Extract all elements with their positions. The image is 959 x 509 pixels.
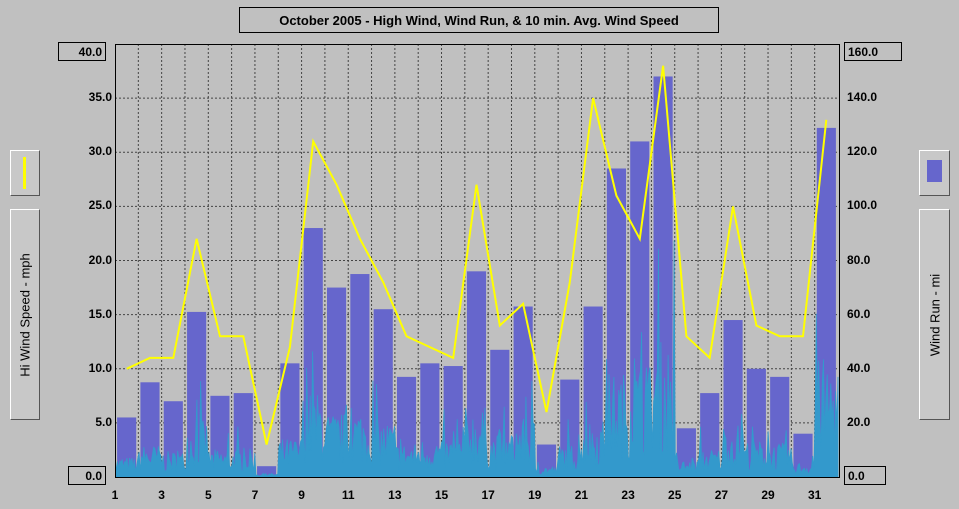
bar-day-7 xyxy=(257,466,277,477)
y-left-tick: 35.0 xyxy=(88,90,112,105)
x-tick: 11 xyxy=(341,488,355,502)
x-tick: 5 xyxy=(204,488,212,502)
x-tick: 27 xyxy=(714,488,729,502)
y-right-tick: 120.0 xyxy=(847,144,878,159)
x-tick: 17 xyxy=(481,488,495,502)
hi-wind-line xyxy=(126,65,828,445)
bar-day-16 xyxy=(466,271,487,477)
x-tick: 29 xyxy=(761,488,775,502)
y-right-tick: 100.0 xyxy=(847,198,878,213)
avg-wind-area xyxy=(115,240,839,478)
x-tick: 23 xyxy=(621,488,635,502)
x-tick: 7 xyxy=(251,488,259,502)
right-axis-min-box: 0.0 xyxy=(844,466,886,485)
plot-area xyxy=(115,44,840,478)
x-tick: 19 xyxy=(528,488,542,502)
x-tick: 25 xyxy=(668,488,682,502)
x-tick: 31 xyxy=(807,488,822,502)
legend-bar-swatch xyxy=(919,150,950,196)
bar-day-20 xyxy=(560,379,580,477)
left-axis-max-box: 40.0 xyxy=(58,42,106,61)
y-left-tick: 30.0 xyxy=(88,144,112,159)
left-axis-label-box: Hi Wind Speed - mph xyxy=(10,209,40,420)
bar-day-25 xyxy=(676,428,696,477)
y-left-tick: 25.0 xyxy=(88,198,112,213)
x-tick: 3 xyxy=(158,488,165,502)
y-right-tick: 20.0 xyxy=(847,414,871,429)
x-tick: 15 xyxy=(434,488,449,502)
plot-frame xyxy=(115,44,840,478)
bar-day-21 xyxy=(583,306,603,477)
left-axis-label: Hi Wind Speed - mph xyxy=(17,252,33,377)
x-tick: 21 xyxy=(574,488,589,502)
y-left-tick: 15.0 xyxy=(88,306,112,321)
y-left-tick: 10.0 xyxy=(88,360,112,375)
x-tick: 9 xyxy=(298,488,305,502)
x-tick: 13 xyxy=(388,488,402,502)
y-left-tick: 5.0 xyxy=(95,414,112,429)
right-axis-max-box: 160.0 xyxy=(844,42,902,61)
y-right-tick: 140.0 xyxy=(847,90,878,105)
y-right-tick: 80.0 xyxy=(847,252,871,267)
chart-title: October 2005 - High Wind, Wind Run, & 10… xyxy=(239,7,719,33)
right-axis-label-box: Wind Run - mi xyxy=(919,209,950,420)
y-right-tick: 40.0 xyxy=(847,360,871,375)
bar-day-14 xyxy=(420,363,440,477)
right-axis-label: Wind Run - mi xyxy=(927,273,942,356)
left-axis-min-box: 0.0 xyxy=(68,466,106,485)
x-tick: 1 xyxy=(111,488,119,502)
y-left-tick: 20.0 xyxy=(88,252,112,267)
bar-day-18 xyxy=(513,306,533,477)
legend-line-swatch xyxy=(10,150,40,196)
bar-day-19 xyxy=(536,444,557,477)
y-right-tick: 60.0 xyxy=(847,306,871,321)
